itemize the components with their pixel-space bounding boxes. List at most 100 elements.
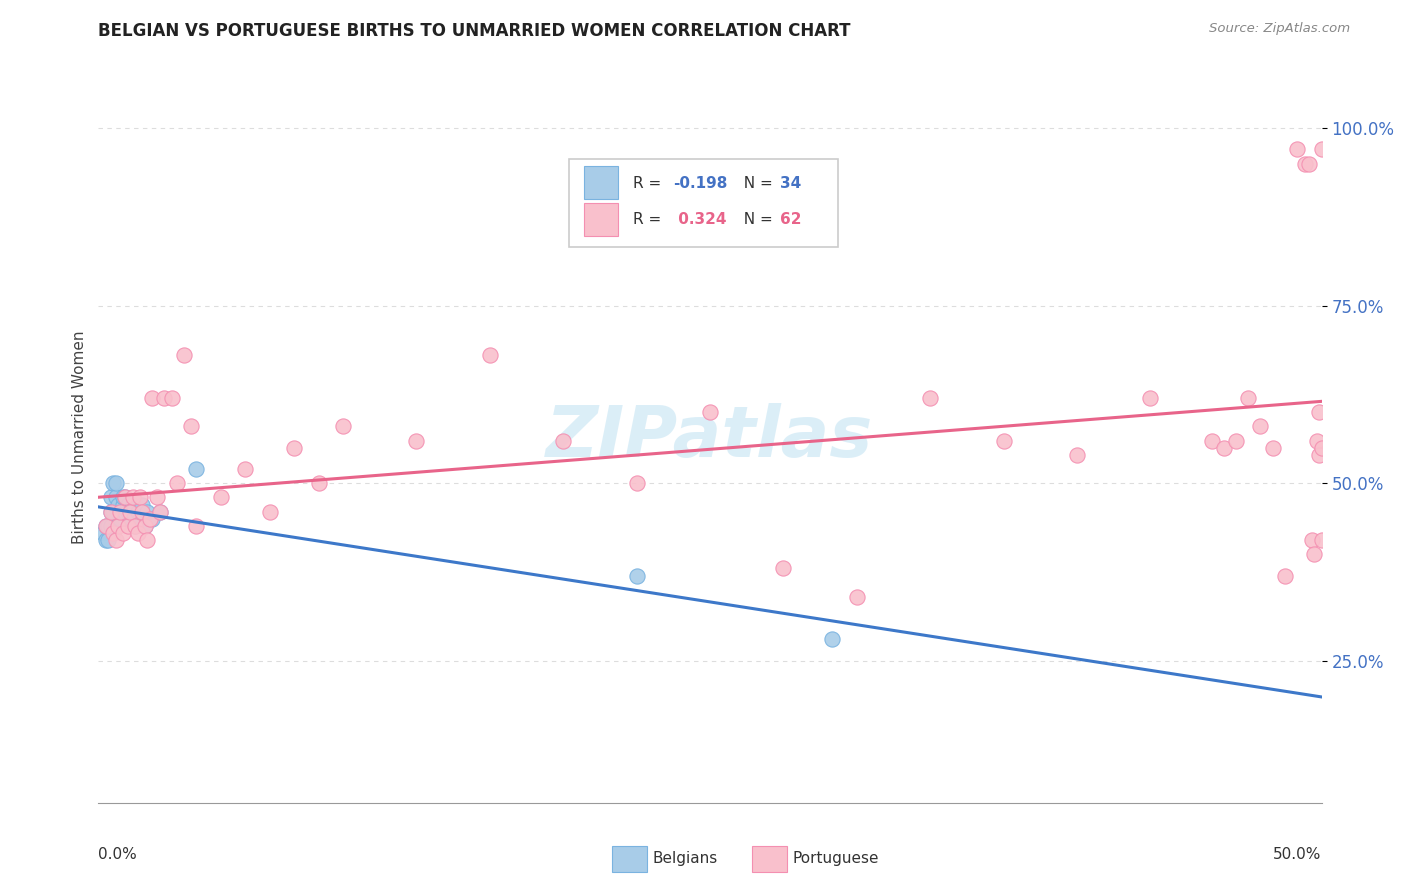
Text: 0.0%: 0.0% bbox=[98, 847, 138, 862]
Point bbox=[233, 462, 256, 476]
Text: R =: R = bbox=[633, 176, 666, 191]
Point bbox=[114, 505, 136, 519]
Point bbox=[1225, 434, 1247, 448]
Point bbox=[124, 519, 146, 533]
Point bbox=[117, 498, 139, 512]
Point bbox=[104, 491, 127, 505]
Point bbox=[111, 491, 134, 505]
Point bbox=[1310, 441, 1333, 455]
Point bbox=[478, 348, 501, 362]
Point bbox=[1308, 405, 1330, 419]
Text: ZIPatlas: ZIPatlas bbox=[547, 402, 873, 472]
Point bbox=[405, 434, 427, 448]
Point bbox=[94, 533, 117, 547]
FancyBboxPatch shape bbox=[583, 167, 619, 200]
Text: Portuguese: Portuguese bbox=[793, 852, 880, 866]
Point bbox=[107, 519, 129, 533]
Point bbox=[127, 505, 149, 519]
Point bbox=[626, 476, 648, 491]
Point bbox=[134, 519, 156, 533]
Text: 62: 62 bbox=[780, 212, 801, 227]
Point bbox=[1301, 533, 1323, 547]
Point bbox=[97, 519, 120, 533]
Point bbox=[101, 476, 124, 491]
Point bbox=[120, 505, 142, 519]
Text: N =: N = bbox=[734, 212, 778, 227]
Point bbox=[100, 505, 122, 519]
Point bbox=[100, 491, 122, 505]
Point bbox=[110, 505, 132, 519]
Point bbox=[107, 498, 129, 512]
Point bbox=[1237, 391, 1260, 405]
Point bbox=[100, 519, 122, 533]
Point bbox=[1139, 391, 1161, 405]
Point bbox=[772, 561, 794, 575]
Point bbox=[153, 391, 176, 405]
Point bbox=[173, 348, 195, 362]
Point bbox=[166, 476, 188, 491]
Point bbox=[920, 391, 942, 405]
Point bbox=[1212, 441, 1234, 455]
Point bbox=[111, 525, 134, 540]
Point bbox=[332, 419, 354, 434]
Point bbox=[1298, 156, 1320, 170]
Point bbox=[121, 498, 143, 512]
Point bbox=[141, 391, 163, 405]
Point bbox=[94, 519, 117, 533]
Text: R =: R = bbox=[633, 212, 666, 227]
Point bbox=[180, 419, 202, 434]
Point bbox=[186, 519, 208, 533]
Point bbox=[1066, 448, 1088, 462]
Point bbox=[120, 512, 142, 526]
Point bbox=[1310, 143, 1333, 157]
Point bbox=[101, 505, 124, 519]
Point bbox=[993, 434, 1015, 448]
Point bbox=[136, 505, 159, 519]
Text: 50.0%: 50.0% bbox=[1274, 847, 1322, 862]
Point bbox=[114, 491, 136, 505]
Text: Source: ZipAtlas.com: Source: ZipAtlas.com bbox=[1209, 22, 1350, 36]
Text: 0.324: 0.324 bbox=[673, 212, 727, 227]
Point bbox=[117, 505, 139, 519]
Point bbox=[553, 434, 575, 448]
Point bbox=[699, 405, 721, 419]
Point bbox=[626, 568, 648, 582]
Point bbox=[845, 590, 868, 604]
Point bbox=[110, 512, 132, 526]
Point bbox=[104, 533, 127, 547]
Text: N =: N = bbox=[734, 176, 778, 191]
Point bbox=[1286, 143, 1309, 157]
Point bbox=[136, 533, 159, 547]
Point bbox=[129, 512, 152, 526]
Point bbox=[1261, 441, 1284, 455]
Point bbox=[117, 519, 139, 533]
Point bbox=[1303, 547, 1326, 561]
Point bbox=[121, 505, 143, 519]
Point bbox=[131, 498, 153, 512]
Point bbox=[111, 498, 134, 512]
Point bbox=[97, 533, 120, 547]
FancyBboxPatch shape bbox=[583, 203, 619, 235]
Point bbox=[1249, 419, 1271, 434]
Point bbox=[1308, 448, 1330, 462]
Point bbox=[124, 519, 146, 533]
Point bbox=[1294, 156, 1316, 170]
Point bbox=[149, 505, 172, 519]
Point bbox=[1274, 568, 1296, 582]
Point bbox=[1306, 434, 1329, 448]
Text: -0.198: -0.198 bbox=[673, 176, 728, 191]
Point bbox=[1201, 434, 1223, 448]
Point bbox=[149, 505, 172, 519]
Point bbox=[134, 519, 156, 533]
Point bbox=[100, 505, 122, 519]
Point bbox=[160, 391, 183, 405]
Point bbox=[1310, 533, 1333, 547]
Point bbox=[259, 505, 281, 519]
Y-axis label: Births to Unmarried Women: Births to Unmarried Women bbox=[72, 330, 87, 544]
Point bbox=[186, 462, 208, 476]
Point bbox=[139, 512, 162, 526]
Point bbox=[101, 525, 124, 540]
Point bbox=[114, 491, 136, 505]
Text: Belgians: Belgians bbox=[652, 852, 717, 866]
Point bbox=[146, 491, 169, 505]
